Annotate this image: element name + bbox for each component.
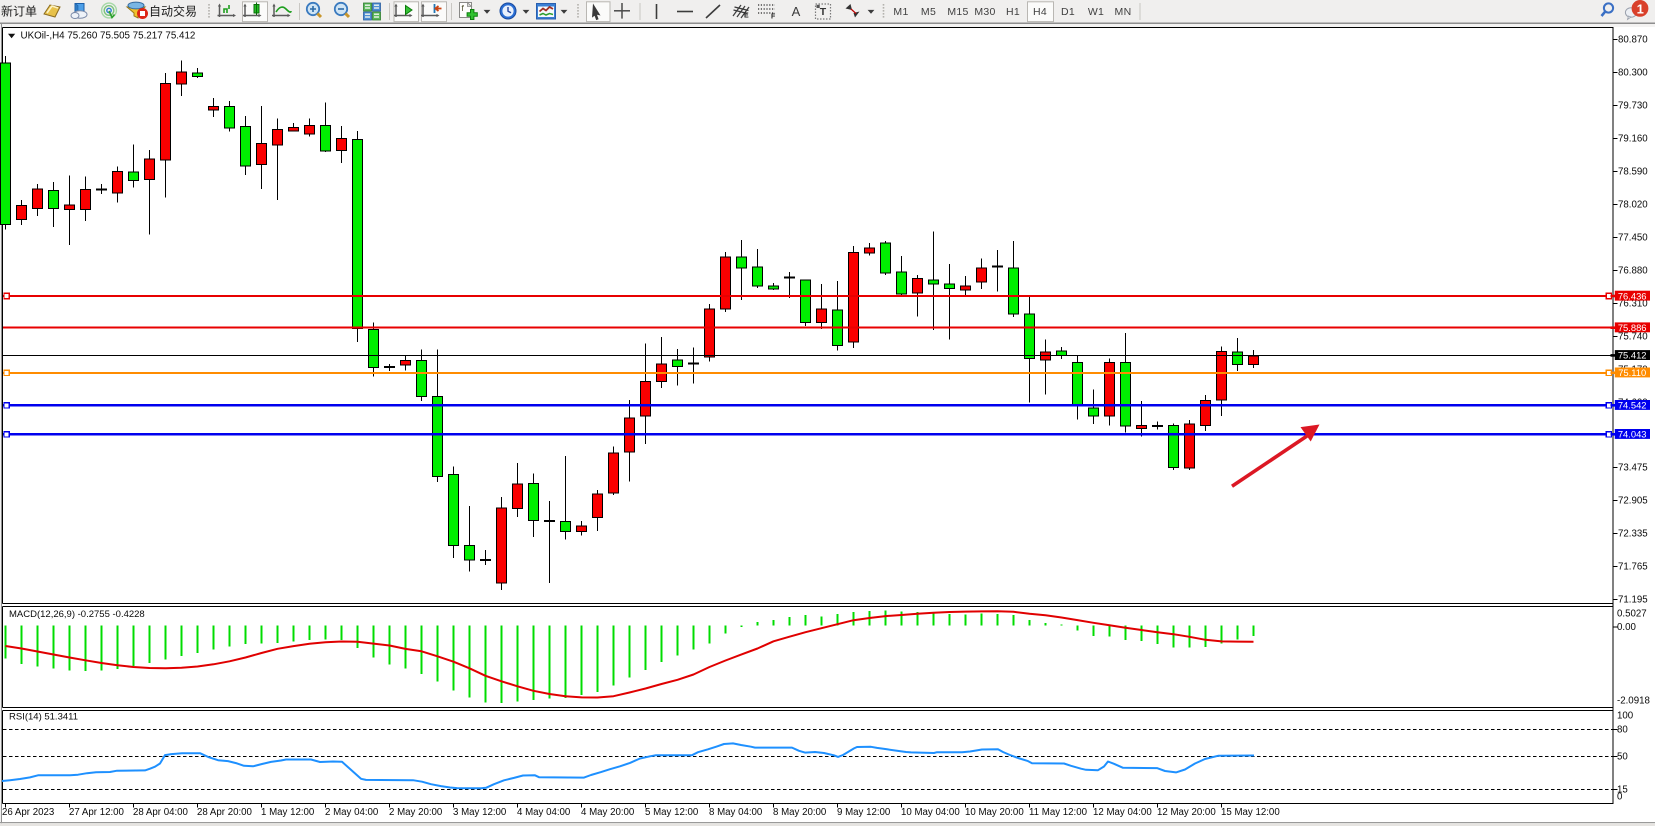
svg-text:M5: M5	[921, 6, 936, 18]
svg-text:10 May 04:00: 10 May 04:00	[901, 807, 960, 818]
svg-text:80.870: 80.870	[1618, 34, 1648, 45]
svg-text:79.160: 79.160	[1618, 133, 1648, 144]
svg-text:T: T	[820, 6, 827, 18]
svg-text:10 May 20:00: 10 May 20:00	[965, 807, 1024, 818]
svg-text:E: E	[744, 13, 749, 20]
svg-text:74.542: 74.542	[1618, 400, 1647, 411]
svg-text:1 May 12:00: 1 May 12:00	[261, 807, 315, 818]
svg-text:77.450: 77.450	[1618, 232, 1648, 243]
svg-text:15 May 12:00: 15 May 12:00	[1221, 807, 1280, 818]
svg-text:4 May 20:00: 4 May 20:00	[581, 807, 635, 818]
svg-text:F: F	[771, 14, 776, 21]
svg-text:15: 15	[1617, 784, 1628, 795]
svg-text:H1: H1	[1006, 6, 1020, 18]
svg-text:72.335: 72.335	[1618, 529, 1648, 540]
svg-text:W1: W1	[1088, 6, 1104, 18]
svg-text:73.475: 73.475	[1618, 463, 1648, 474]
svg-text:UKOil-,H4 75.260 75.505 75.21: UKOil-,H4 75.260 75.505 75.217 75.412	[21, 30, 196, 41]
svg-text:74.043: 74.043	[1618, 429, 1647, 440]
svg-text:自动交易: 自动交易	[149, 4, 197, 19]
svg-text:27 Apr 12:00: 27 Apr 12:00	[69, 807, 125, 818]
svg-text:3 May 12:00: 3 May 12:00	[453, 807, 507, 818]
svg-text:f: f	[462, 3, 465, 13]
svg-text:75.886: 75.886	[1618, 322, 1647, 333]
svg-text:28 Apr 04:00: 28 Apr 04:00	[133, 807, 189, 818]
svg-text:5 May 12:00: 5 May 12:00	[645, 807, 699, 818]
svg-text:M30: M30	[974, 6, 995, 18]
svg-text:2 May 04:00: 2 May 04:00	[325, 807, 379, 818]
svg-text:0.5027: 0.5027	[1617, 608, 1647, 619]
svg-text:新订单: 新订单	[1, 4, 37, 19]
svg-text:26 Apr 2023: 26 Apr 2023	[2, 807, 54, 818]
svg-text:28 Apr 20:00: 28 Apr 20:00	[197, 807, 253, 818]
svg-text:71.195: 71.195	[1618, 595, 1648, 606]
svg-text:RSI(14) 51.3411: RSI(14) 51.3411	[9, 712, 78, 723]
svg-text:76.310: 76.310	[1618, 298, 1648, 309]
svg-text:100: 100	[1617, 710, 1634, 721]
svg-text:MACD(12,26,9) -0.2755 -0.4228: MACD(12,26,9) -0.2755 -0.4228	[9, 609, 145, 620]
svg-text:75.740: 75.740	[1618, 331, 1648, 342]
svg-text:D1: D1	[1061, 6, 1075, 18]
svg-text:9 May 12:00: 9 May 12:00	[837, 807, 891, 818]
svg-text:MN: MN	[1115, 6, 1132, 18]
svg-text:1: 1	[1637, 1, 1644, 16]
svg-text:75.110: 75.110	[1618, 367, 1646, 378]
svg-text:76.880: 76.880	[1618, 265, 1648, 276]
svg-text:M15: M15	[947, 6, 968, 18]
svg-text:78.020: 78.020	[1618, 199, 1648, 210]
svg-text:80.300: 80.300	[1618, 67, 1648, 78]
svg-text:78.590: 78.590	[1618, 166, 1648, 177]
svg-text:12 May 20:00: 12 May 20:00	[1157, 807, 1216, 818]
svg-text:A: A	[792, 4, 801, 19]
svg-text:72.905: 72.905	[1618, 496, 1648, 507]
svg-text:75.412: 75.412	[1618, 350, 1647, 361]
svg-text:0: 0	[1617, 792, 1623, 803]
svg-text:2 May 20:00: 2 May 20:00	[389, 807, 443, 818]
svg-text:79.730: 79.730	[1618, 100, 1648, 111]
svg-text:76.436: 76.436	[1618, 290, 1647, 301]
svg-text:-2.0918: -2.0918	[1617, 695, 1650, 706]
svg-text:0.00: 0.00	[1617, 622, 1636, 633]
svg-text:8 May 04:00: 8 May 04:00	[709, 807, 763, 818]
svg-text:H4: H4	[1033, 6, 1047, 18]
svg-text:4 May 04:00: 4 May 04:00	[517, 807, 571, 818]
svg-text:8 May 20:00: 8 May 20:00	[773, 807, 827, 818]
svg-text:12 May 04:00: 12 May 04:00	[1093, 807, 1152, 818]
svg-text:M1: M1	[893, 6, 908, 18]
svg-text:50: 50	[1617, 751, 1628, 762]
svg-text:11 May 12:00: 11 May 12:00	[1029, 807, 1088, 818]
svg-text:71.765: 71.765	[1618, 562, 1648, 573]
svg-text:80: 80	[1617, 724, 1628, 735]
